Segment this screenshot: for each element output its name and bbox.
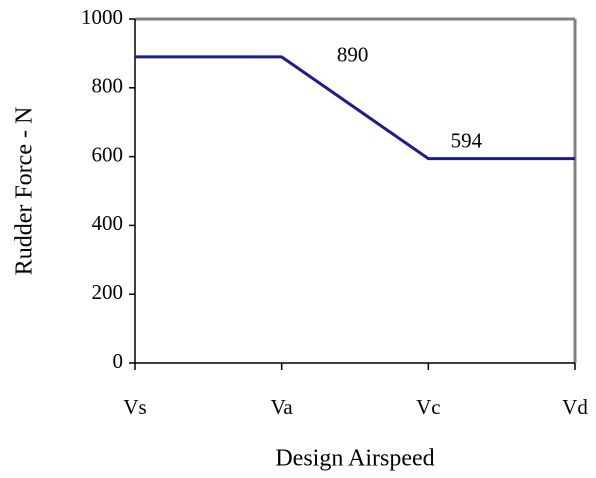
y-tick-label: 600 [92, 142, 124, 166]
y-axis-title: Rudder Force - N [12, 107, 38, 276]
y-tick-label: 1000 [81, 5, 123, 29]
data-label: 594 [451, 128, 483, 152]
x-tick-label: Vd [562, 395, 588, 419]
x-axis-title: Design Airspeed [275, 446, 434, 472]
data-label: 890 [337, 43, 369, 67]
y-tick-label: 0 [113, 349, 124, 373]
y-tick-label: 800 [92, 74, 124, 98]
y-tick-label: 400 [92, 211, 124, 235]
y-tick-label: 200 [92, 280, 124, 304]
x-tick-label: Vs [123, 395, 146, 419]
x-tick-label: Vc [416, 395, 441, 419]
data-line [135, 55, 575, 161]
x-tick-label: Va [271, 395, 294, 419]
